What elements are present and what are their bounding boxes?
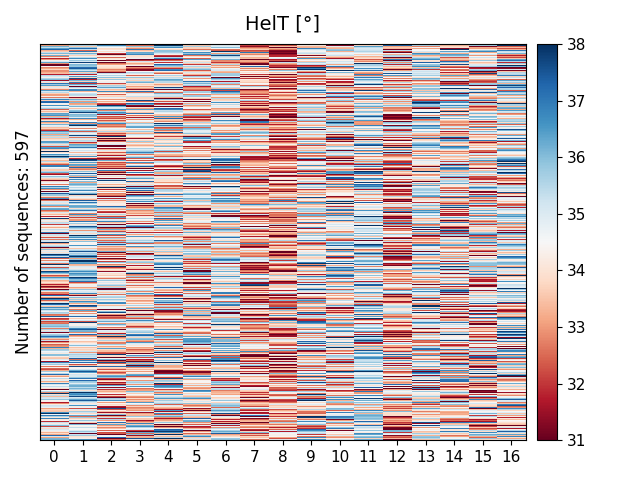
Title: HelT [°]: HelT [°]: [245, 15, 320, 34]
Y-axis label: Number of sequences: 597: Number of sequences: 597: [15, 130, 33, 354]
